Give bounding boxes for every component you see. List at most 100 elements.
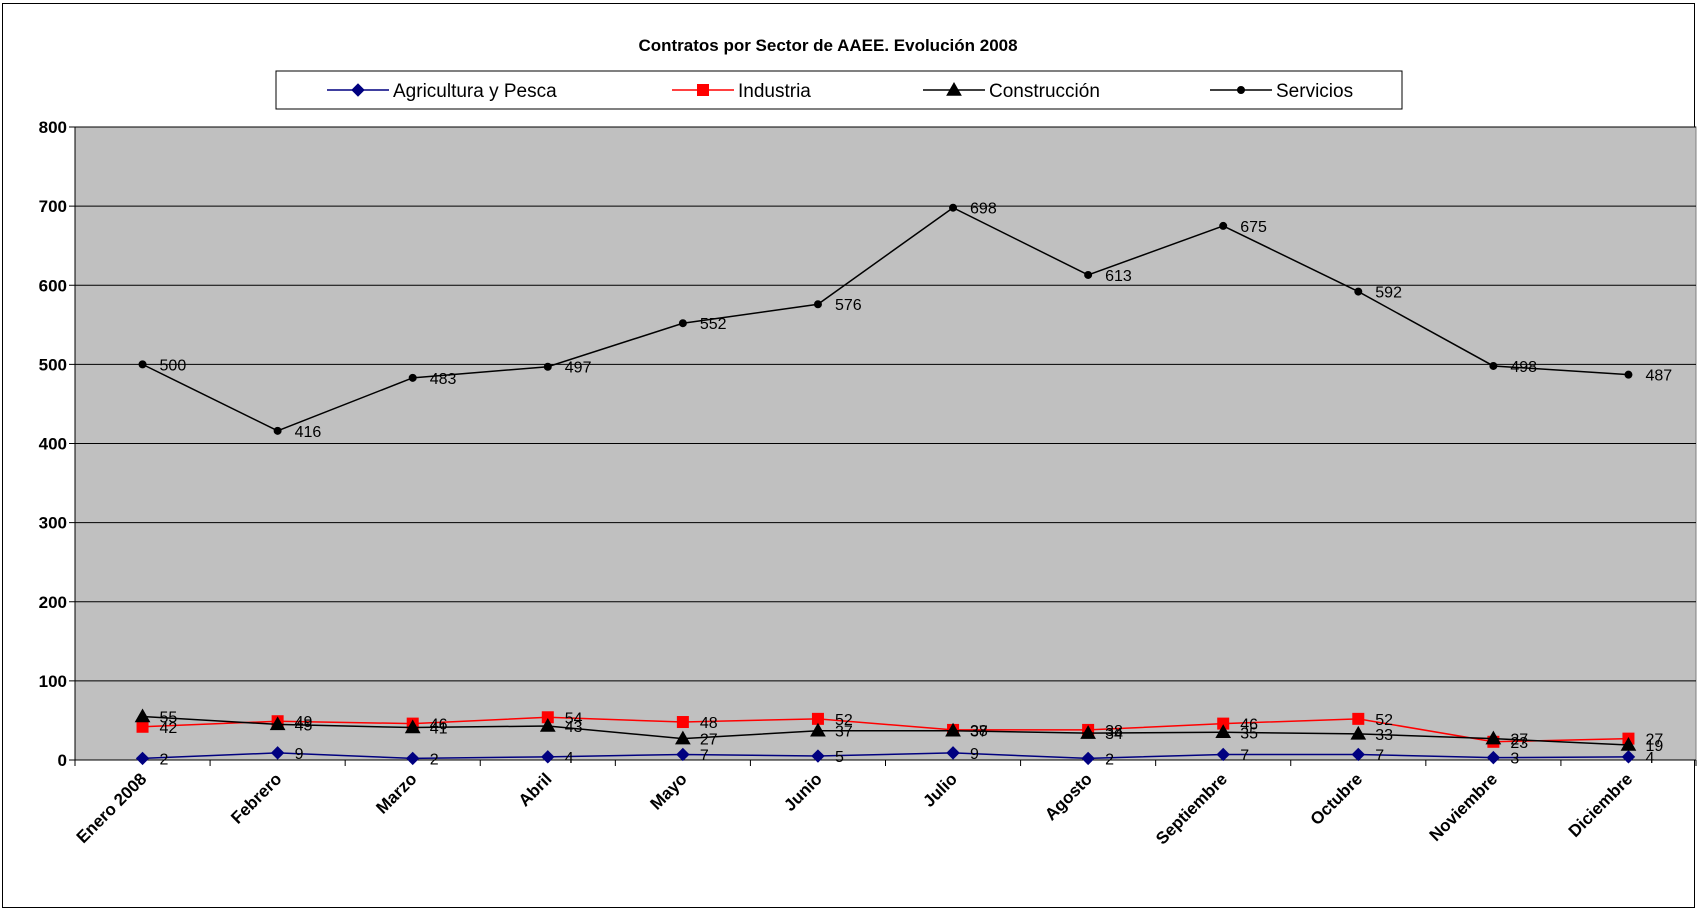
data-label: 54 [565,710,583,727]
data-point [678,319,687,328]
data-label: 45 [295,717,313,734]
x-tick-label: Diciembre [1565,769,1637,841]
data-label: 9 [295,746,304,763]
data-label: 19 [1645,738,1663,755]
data-label: 7 [1240,747,1249,764]
data-point [1350,725,1367,740]
data-point [945,722,961,737]
data-label: 38 [1105,723,1123,740]
legend-entry: Agricultura y Pesca [327,81,557,102]
data-label: 52 [835,712,853,729]
x-tick-label: Agosto [1041,769,1096,824]
data-label: 48 [700,715,718,732]
x-tick-label: Febrero [227,769,285,827]
gridlines [75,126,1696,682]
legend-label: Agricultura y Pesca [393,81,557,102]
legend-marker [946,81,962,96]
legend-entry: Servicios [1210,81,1353,102]
data-point [273,426,282,435]
data-point [539,717,556,732]
data-point [1486,750,1501,765]
legend-label: Servicios [1276,81,1353,102]
data-point [1489,361,1498,370]
data-label: 9 [970,746,979,763]
data-label: 35 [1240,725,1258,742]
data-point [811,749,825,763]
data-point [1354,287,1363,296]
data-label: 498 [1510,359,1537,376]
data-label: 27 [700,732,718,749]
y-tick-label: 700 [39,197,67,216]
data-label: 34 [1105,726,1123,743]
x-tick-label: Mayo [647,769,691,813]
legend-label: Construcción [989,81,1100,102]
data-point [1081,751,1095,766]
data-point [269,716,286,731]
y-tick-label: 100 [39,672,67,691]
y-tick-label: 0 [58,751,67,770]
data-label: 46 [1240,717,1258,734]
data-point [1080,725,1096,739]
data-point [1084,270,1093,279]
x-tick-label: Abril [515,769,556,810]
y-tick-label: 400 [39,435,67,454]
data-point [138,360,147,369]
data-label: 416 [295,424,322,441]
data-label: 5 [835,749,844,766]
data-label: 675 [1240,219,1267,236]
x-tick-label: Enero 2008 [73,769,151,847]
data-point [406,751,420,766]
legend: Agricultura y Pesca Industria Construcción… [275,70,1403,110]
data-label: 2 [160,751,169,768]
data-label: 2 [430,751,439,768]
data-label: 4 [1645,750,1654,767]
y-tick-label: 800 [39,118,67,137]
data-point [946,746,960,760]
data-point [134,708,151,723]
data-label: 2 [1105,751,1114,768]
data-label: 37 [835,724,853,741]
data-label: 46 [430,717,448,734]
data-point [810,722,826,737]
x-tick-label: Septiembre [1152,769,1231,848]
data-label: 698 [970,201,997,218]
data-point [949,203,958,212]
data-point [135,751,150,766]
data-point [811,712,824,725]
x-tick-label: Junio [780,769,825,814]
data-label: 55 [160,709,178,726]
x-tick-label: Octubre [1307,769,1367,829]
data-label: 41 [430,721,448,738]
data-label: 7 [700,747,709,764]
series-line [142,206,1629,432]
legend-marker [351,83,365,97]
series-agricultura-y-pesca: 2 9 2 4 7 5 9 2 7 7 3 4 [135,746,1654,768]
data-label: 497 [565,360,592,377]
data-point [1621,750,1636,764]
data-label: 42 [160,720,178,737]
data-point [270,746,285,760]
x-tick-label: Noviembre [1426,769,1502,845]
data-label: 43 [565,719,583,736]
series-servicios: 500 416 483 497 552 576 698 613 675 592 498 487 [138,201,1672,441]
data-point [813,300,822,309]
data-point [408,373,417,382]
legend-marker [1237,86,1245,94]
data-label: 552 [700,316,727,333]
data-point [404,719,421,734]
y-tick-label: 200 [39,593,67,612]
data-point [1216,747,1230,762]
series-line [142,716,1629,743]
data-label: 4 [565,750,574,767]
data-point [1485,730,1502,745]
y-tick-label: 300 [39,514,67,533]
x-tick-label: Marzo [372,769,420,817]
x-tick-label: Julio [919,769,960,810]
series-line [142,715,1629,746]
data-point [676,747,690,762]
data-label: 7 [1375,747,1384,764]
data-label: 576 [835,297,862,314]
